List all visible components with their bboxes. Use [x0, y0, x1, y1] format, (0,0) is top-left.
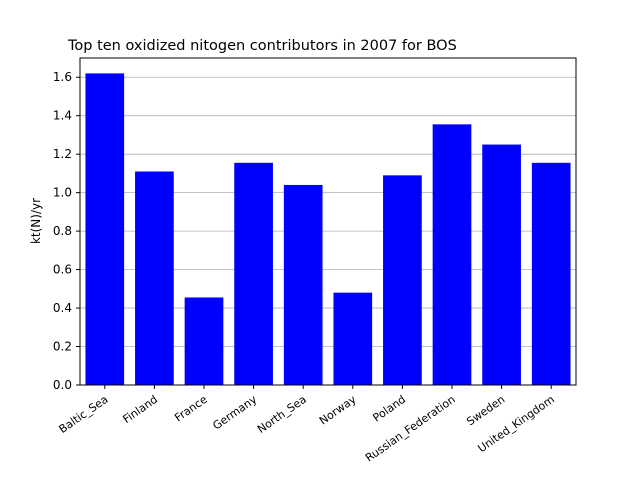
y-tick-label: 1.0 — [53, 186, 72, 200]
bar-sweden — [482, 144, 521, 385]
bar-north-sea — [283, 184, 323, 385]
bar-finland — [135, 171, 174, 385]
bar-poland — [383, 175, 422, 385]
bar-russian-federation — [432, 124, 472, 386]
y-tick-label: 1.6 — [53, 70, 72, 84]
bar-baltic-sea — [85, 73, 125, 385]
bar-france — [184, 297, 224, 385]
y-tick-label: 0.0 — [53, 378, 72, 392]
y-tick-label: 1.4 — [53, 109, 72, 123]
y-tick-label: 0.2 — [53, 340, 72, 354]
y-axis-label: kt(N)/yr — [29, 198, 43, 244]
bar-germany — [234, 162, 273, 385]
y-tick-label: 0.8 — [53, 224, 72, 238]
y-tick-label: 0.6 — [53, 263, 72, 277]
y-tick-label: 1.2 — [53, 147, 72, 161]
chart-title: Top ten oxidized nitogen contributors in… — [67, 38, 457, 54]
bars-layer — [85, 73, 571, 386]
y-tick-label: 0.4 — [53, 301, 72, 315]
bar-norway — [333, 292, 373, 385]
bar-united-kingdom — [531, 162, 571, 385]
plot-frame — [79, 57, 577, 386]
